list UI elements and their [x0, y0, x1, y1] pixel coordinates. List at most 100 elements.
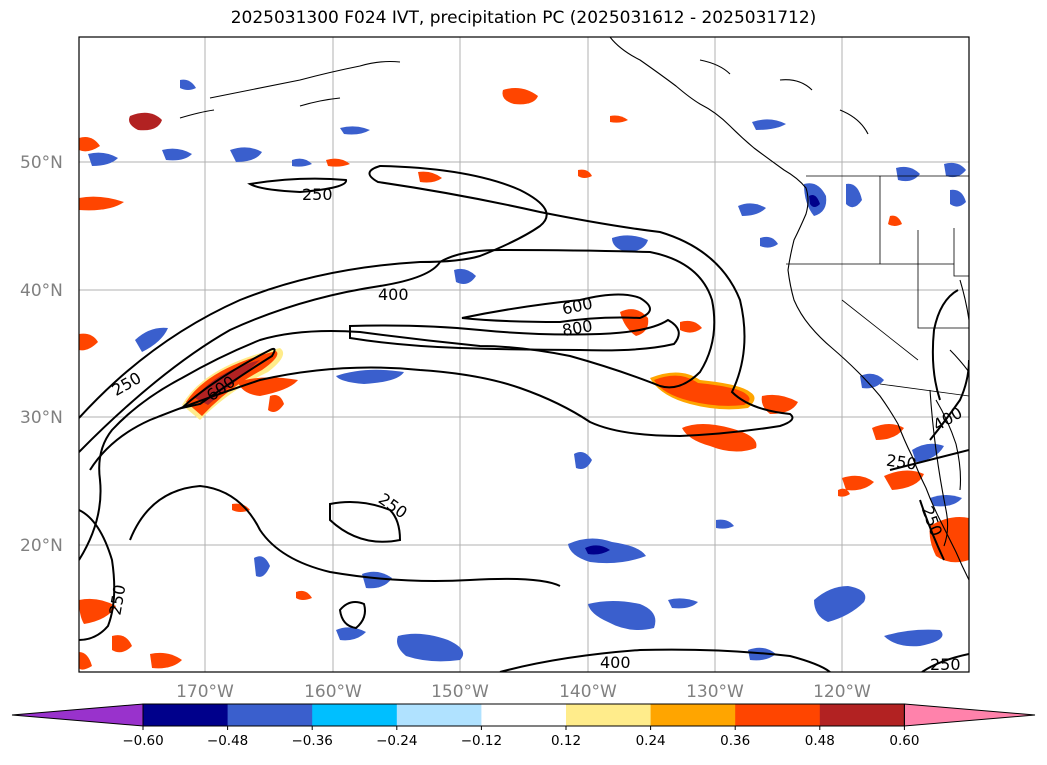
precip-patch — [654, 375, 750, 406]
contour-line-250-bottom — [921, 653, 969, 672]
colorbar-outline — [142, 703, 905, 727]
precip-patch — [79, 333, 98, 351]
contour-label: 400 — [378, 285, 409, 304]
coastlines — [179, 37, 969, 581]
precip-patch — [336, 627, 366, 641]
coastline-aleutians — [179, 60, 401, 119]
contour-line-400-south — [129, 484, 561, 587]
precip-patch — [585, 545, 610, 555]
precip-patch — [668, 598, 698, 609]
borders — [786, 175, 969, 397]
precip-patch — [860, 373, 884, 389]
colorbar-extend-low — [11, 703, 144, 727]
precip-patch — [135, 327, 168, 352]
precip-patch — [612, 235, 648, 252]
contour-label: 250 — [302, 185, 333, 204]
colorbar-extend-high — [903, 703, 1036, 727]
precip-patch — [418, 171, 442, 183]
lon-label-160w: 160°W — [304, 682, 362, 702]
ivt-contours — [79, 164, 969, 672]
precip-patch — [362, 571, 392, 589]
map-background — [79, 37, 969, 672]
colorbar-segment — [312, 704, 398, 726]
precip-patch — [296, 590, 312, 600]
precip-patch — [129, 112, 162, 131]
precip-patch — [162, 148, 192, 161]
precip-patch — [79, 652, 92, 670]
contour-line-250-north — [247, 177, 347, 194]
precip-patch — [112, 635, 132, 653]
precip-patch — [336, 369, 404, 384]
precip-patches — [79, 79, 969, 670]
longitude-labels: 170°W 160°W 150°W 140°W 130°W 120°W — [176, 682, 871, 702]
map-frame — [78, 36, 970, 673]
border-states — [786, 176, 969, 361]
contour-line-600 — [461, 293, 651, 324]
precip-patch — [610, 115, 628, 123]
precip-patch — [888, 215, 902, 226]
precip-patch — [896, 166, 920, 182]
precip-patch — [454, 268, 476, 284]
precip-patch — [326, 158, 350, 167]
border-us-mexico — [879, 383, 969, 397]
lat-label-50n: 50°N — [20, 153, 63, 173]
contour-line-250-south — [329, 501, 402, 543]
precip-patch — [716, 519, 734, 529]
precip-patch — [760, 236, 778, 248]
colorbar-segment — [143, 704, 229, 726]
precip-patch — [502, 88, 538, 105]
lat-label-40n: 40°N — [20, 281, 63, 301]
contour-line-250 — [79, 164, 794, 471]
contour-line-800 — [349, 318, 680, 352]
precip-patch — [872, 424, 904, 440]
precip-patch — [397, 633, 464, 662]
contour-line-600-jet — [178, 347, 276, 410]
colorbar-segment — [227, 704, 313, 726]
precip-patch — [79, 137, 100, 152]
coastline-alaska — [699, 59, 869, 135]
lat-label-30n: 30°N — [20, 408, 63, 428]
colorbar — [11, 703, 1036, 727]
map-title: 2025031300 F024 IVT, precipitation PC (2… — [230, 8, 817, 28]
precip-patch — [180, 79, 196, 90]
precip-patch — [884, 470, 924, 490]
contour-line-coastal — [889, 359, 969, 471]
colorbar-tick-label: −0.60 — [122, 733, 163, 749]
gridlines — [79, 37, 969, 672]
precip-patch — [842, 475, 874, 491]
contour-label: 400 — [600, 653, 631, 672]
precip-patch — [838, 488, 850, 497]
contour-line-coastal-2 — [919, 289, 959, 561]
precip-negative — [88, 79, 966, 662]
colorbar-ticks: −0.60 −0.48 −0.36 −0.24 −0.12 0.12 0.24 0.36 0.4… — [122, 726, 919, 749]
contour-line-small-loop — [338, 601, 366, 630]
precip-patch — [292, 158, 312, 167]
precip-patch — [680, 320, 702, 333]
precip-patch — [195, 360, 260, 405]
precip-patch — [950, 189, 966, 207]
colorbar-tick-label: −0.48 — [207, 733, 248, 749]
precip-patch — [88, 152, 118, 166]
colorbar-tick-label: 0.48 — [805, 733, 835, 749]
latitude-labels: 50°N 40°N 30°N 20°N — [20, 153, 63, 556]
coastline-north-america — [609, 37, 969, 581]
precip-patch — [814, 586, 866, 622]
contour-label: 250 — [930, 655, 961, 674]
lon-label-150w: 150°W — [431, 682, 489, 702]
precip-patch — [588, 601, 656, 630]
colorbar-segment — [650, 704, 736, 726]
lon-label-130w: 130°W — [686, 682, 744, 702]
colorbar-tick-label: 0.36 — [720, 733, 750, 749]
precip-patch — [809, 195, 820, 207]
precip-patch — [574, 452, 592, 469]
coastline-baja — [929, 389, 962, 547]
precip-patch — [79, 598, 116, 624]
precip-patch — [884, 629, 943, 647]
contour-line-250-southwest — [79, 509, 116, 641]
precip-patch — [846, 183, 862, 208]
precip-patch — [761, 394, 798, 414]
colorbar-segment — [819, 704, 905, 726]
colorbar-tick-label: 0.24 — [636, 733, 666, 749]
colorbar-segment — [481, 704, 567, 726]
precip-patch — [230, 147, 262, 162]
